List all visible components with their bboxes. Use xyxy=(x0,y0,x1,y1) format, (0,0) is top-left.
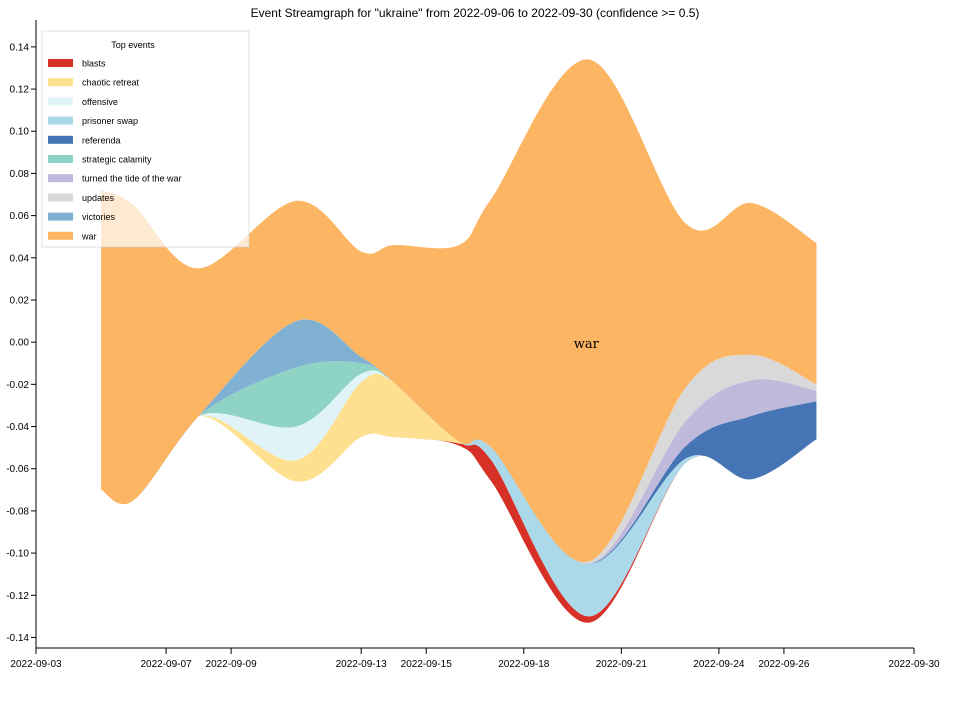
x-tick-label: 2022-09-18 xyxy=(498,659,550,670)
y-tick-label: 0.12 xyxy=(10,85,30,96)
y-tick-label: -0.08 xyxy=(6,506,29,517)
legend-swatch xyxy=(48,78,73,87)
legend-label: prisoner swap xyxy=(82,116,138,126)
legend: Top events blasts chaotic retreat offensiv… xyxy=(41,30,250,248)
stream-referenda xyxy=(101,370,817,564)
y-tick-label: 0.14 xyxy=(10,42,30,53)
y-tick-label: -0.12 xyxy=(6,591,29,602)
stream-war xyxy=(101,59,817,563)
legend-box xyxy=(41,30,250,248)
legend-label: chaotic retreat xyxy=(82,78,140,88)
legend-label: updates xyxy=(82,193,115,203)
legend-label: offensive xyxy=(82,97,118,107)
x-tick-label: 2022-09-21 xyxy=(596,659,648,670)
y-tick-label: -0.10 xyxy=(6,549,29,560)
legend-label: turned the tide of the war xyxy=(82,174,182,184)
y-tick-label: 0.04 xyxy=(10,253,30,264)
axes: 0.14 0.12 0.10 0.08 0.06 0.04 0.02 0.00 -0.02 -0.… xyxy=(6,20,940,670)
stream-layers xyxy=(101,59,817,623)
x-tick-label: 2022-09-07 xyxy=(140,659,192,670)
x-tick-label: 2022-09-30 xyxy=(888,659,940,670)
stream-turned-the-tide-of-the-war xyxy=(101,361,817,564)
legend-swatch xyxy=(48,212,73,221)
legend-swatch xyxy=(48,193,73,202)
legend-swatch xyxy=(48,59,73,67)
x-tick-label: 2022-09-26 xyxy=(758,659,810,670)
y-tick-label: -0.04 xyxy=(6,422,29,433)
x-tick-label: 2022-09-03 xyxy=(10,659,62,670)
x-tick-label: 2022-09-13 xyxy=(336,659,388,670)
legend-label: strategic calamity xyxy=(82,155,152,165)
stream-label-war: war xyxy=(574,337,600,352)
legend-swatch xyxy=(48,174,73,183)
stream-offensive xyxy=(101,370,817,617)
legend-items: blasts chaotic retreat offensive prisoner s… xyxy=(48,59,182,241)
y-tick-label: 0.08 xyxy=(10,169,30,180)
y-tick-label: 0.00 xyxy=(10,338,30,349)
stream-strategic-calamity xyxy=(101,361,817,564)
legend-label: blasts xyxy=(82,59,106,69)
stream-updates xyxy=(101,354,817,564)
legend-swatch xyxy=(48,135,73,144)
legend-label: victories xyxy=(82,212,116,222)
y-tick-label: 0.02 xyxy=(10,295,30,306)
y-tick-label: 0.10 xyxy=(10,127,30,138)
y-tick-label: -0.06 xyxy=(6,464,29,475)
y-tick-label: -0.14 xyxy=(6,633,29,644)
legend-label: war xyxy=(81,231,97,241)
y-tick-label: -0.02 xyxy=(6,380,29,391)
legend-swatch xyxy=(48,155,73,163)
legend-swatch xyxy=(48,116,73,125)
legend-title: Top events xyxy=(111,40,155,50)
legend-swatch xyxy=(48,97,73,106)
legend-label: referenda xyxy=(82,135,121,145)
y-tick-label: 0.06 xyxy=(10,211,30,222)
x-tick-label: 2022-09-24 xyxy=(693,659,745,670)
x-tick-label: 2022-09-15 xyxy=(401,659,453,670)
stream-annotations: war xyxy=(574,337,600,352)
chart-title: Event Streamgraph for "ukraine" from 202… xyxy=(251,6,700,20)
legend-swatch xyxy=(48,231,73,240)
x-tick-label: 2022-09-09 xyxy=(206,659,258,670)
